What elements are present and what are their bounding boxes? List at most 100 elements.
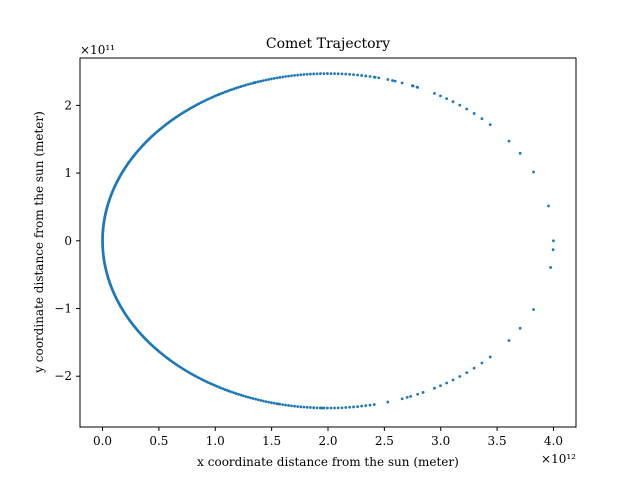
trajectory-point [287,404,290,407]
trajectory-point [329,406,333,410]
trajectory-point [360,404,364,408]
trajectory-point [472,112,476,115]
trajectory-point [377,76,381,80]
trajectory-point [284,75,287,78]
trajectory-point [244,395,248,398]
x-tick-label: 3.5 [488,434,507,448]
trajectory-point [299,405,303,409]
trajectory-point [272,77,276,80]
trajectory-point [325,406,329,410]
trajectory-point [299,73,303,77]
trajectory-point [433,386,436,390]
y-tick-label: −2 [54,369,72,383]
trajectory-point [364,74,368,78]
trajectory-point [219,92,223,96]
trajectory-point [249,82,252,86]
trajectory-point [305,72,309,76]
trajectory-point [451,100,455,104]
trajectory-point [416,392,420,396]
trajectory-point [232,87,236,91]
trajectory-point [296,73,300,77]
trajectory-point [344,72,348,76]
y-axis-scale-label: ×10¹¹ [80,43,115,57]
trajectory-point [321,406,324,410]
x-tick-label: 3.0 [431,434,450,448]
trajectory-point [356,73,359,77]
trajectory-point [290,404,293,408]
trajectory-point [278,76,282,79]
trajectory-point [439,384,442,388]
trajectory-point [270,401,273,405]
trajectory-point [284,403,287,407]
trajectory-point [221,387,225,391]
y-tick-label: −1 [54,302,72,316]
trajectory-point [439,94,442,98]
trajectory-point [261,399,265,403]
trajectory-point [552,239,555,243]
trajectory-point [336,72,340,76]
trajectory-point [386,400,390,404]
trajectory-point [409,395,412,398]
trajectory-point [290,74,293,78]
trajectory-point [445,381,449,385]
trajectory-point [225,89,229,93]
trajectory-point [356,405,359,408]
trajectory-point [276,402,280,406]
trajectory-point [391,79,394,82]
trajectory-point [549,266,552,269]
trajectory-point [219,386,223,390]
trajectory-point [239,85,243,88]
trajectory-point [480,361,484,365]
y-axis-ticks: −2 −1 0 1 2 [54,98,80,383]
trajectory-point [223,90,227,94]
trajectory-point [259,399,263,402]
trajectory-point [246,395,250,399]
trajectory-point [465,107,469,111]
trajectory-point [458,375,462,378]
trajectory-point [232,391,236,395]
trajectory-point [340,72,344,76]
trajectory-point [254,397,257,401]
trajectory-point [275,76,279,80]
trajectory-point [488,123,492,127]
x-axis-label: x coordinate distance from the sun (mete… [197,455,459,469]
trajectory-point [244,83,248,87]
trajectory-point [352,405,355,409]
x-tick-label: 1.0 [206,434,225,448]
trajectory-point [267,78,271,81]
trajectory-point [230,88,234,92]
trajectory-point [246,83,250,86]
trajectory-point [352,73,355,77]
trajectory-point [217,385,221,389]
trajectory-point [254,81,257,84]
trajectory-point [472,366,476,370]
trajectory-point [308,406,312,409]
trajectory-point [400,81,404,85]
trajectory-point [368,75,372,78]
trajectory-point [433,92,436,95]
trajectory-point [319,406,322,410]
trajectory-point [256,398,260,402]
trajectory-point [368,403,372,407]
trajectory-point [458,103,462,107]
x-tick-label: 2.0 [318,434,337,448]
trajectory-point [315,406,319,410]
chart-title: Comet Trajectory [266,36,390,52]
x-tick-label: 0.0 [93,434,112,448]
y-tick-label: 0 [64,234,72,248]
trajectory-point [348,405,352,409]
trajectory-point [267,400,271,404]
x-tick-label: 2.5 [375,434,394,448]
x-tick-label: 1.5 [262,434,281,448]
trajectory-point [507,139,511,143]
trajectory-point [234,86,238,90]
trajectory-point [329,72,333,75]
trajectory-point [488,355,492,359]
x-tick-label: 0.5 [149,434,168,448]
trajectory-point [348,72,352,76]
trajectory-point [551,248,555,252]
trajectory-point [405,395,409,399]
trajectory-point [264,400,268,403]
